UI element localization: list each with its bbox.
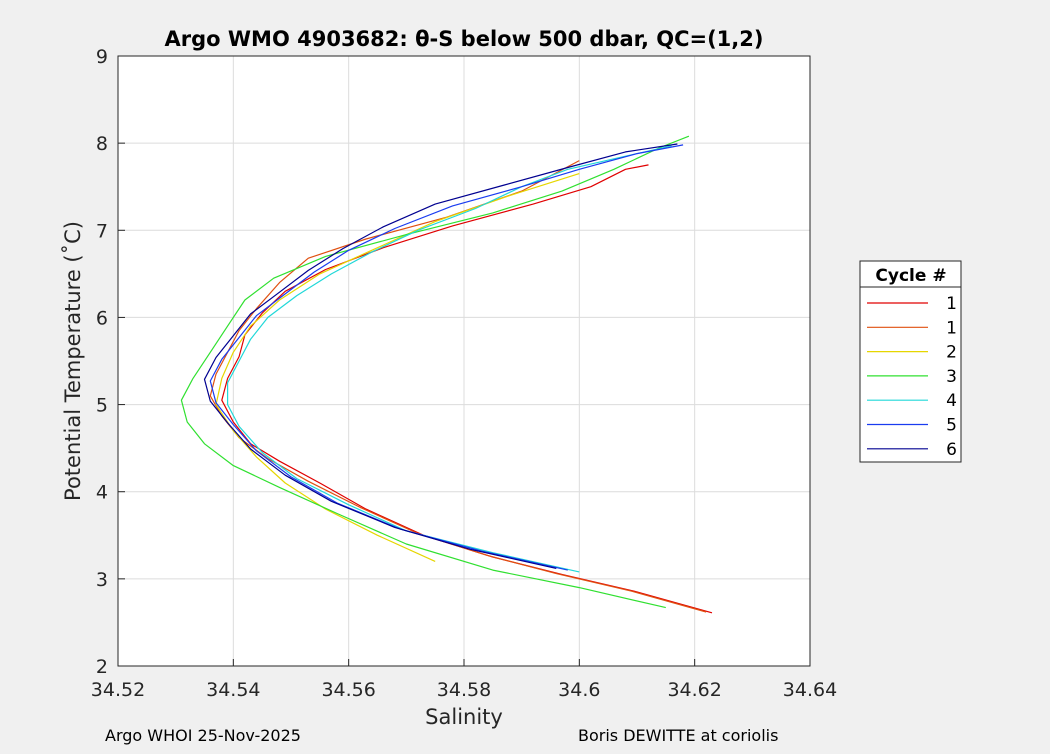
x-axis-label: Salinity [425, 705, 503, 729]
series-line-cycle-3 [180, 135, 690, 609]
x-tick-label: 34.62 [667, 679, 721, 701]
legend-label: 4 [946, 391, 957, 411]
chart-title: Argo WMO 4903682: θ-S below 500 dbar, QC… [165, 27, 764, 51]
x-tick-label: 34.54 [206, 679, 260, 701]
legend-label: 3 [946, 367, 957, 387]
legend: Cycle # 1 1 2 3 4 5 6 [859, 260, 962, 463]
series-line-cycle-4 [227, 145, 672, 573]
y-tick-label: 4 [96, 482, 108, 504]
footer-left: Argo WHOI 25-Nov-2025 [105, 726, 301, 745]
series-line-cycle-6 [203, 143, 678, 569]
legend-label: 2 [946, 343, 957, 363]
legend-label: 1 [946, 294, 957, 314]
legend-title: Cycle # [875, 266, 946, 286]
y-tick-labels: 2 3 4 5 6 7 8 9 [96, 46, 108, 678]
y-tick-label: 7 [96, 220, 108, 242]
x-tick-label: 34.6 [558, 679, 600, 701]
x-tick-label: 34.52 [91, 679, 145, 701]
legend-items: 1 1 2 3 4 5 6 [867, 294, 957, 460]
y-tick-label: 9 [96, 46, 108, 68]
x-tick-label: 34.58 [437, 679, 491, 701]
x-tick-label: 34.64 [783, 679, 837, 701]
x-tick-labels: 34.52 34.54 34.56 34.58 34.6 34.62 34.64 [91, 679, 837, 701]
plot-frame [117, 55, 811, 667]
legend-label: 1 [946, 318, 957, 338]
series-group [180, 135, 713, 614]
y-axis-label: Potential Temperature (˚C) [61, 221, 85, 501]
legend-box [859, 260, 962, 463]
y-tick-label: 2 [96, 656, 108, 678]
y-tick-label: 8 [96, 133, 108, 155]
y-tick-label: 6 [96, 307, 108, 329]
legend-label: 5 [946, 416, 957, 436]
y-tick-label: 5 [96, 395, 108, 417]
x-tick-label: 34.56 [321, 679, 375, 701]
footer-right: Boris DEWITTE at coriolis [578, 726, 778, 745]
series-line-cycle-5 [209, 144, 684, 571]
y-tick-label: 3 [96, 569, 108, 591]
legend-label: 6 [946, 440, 957, 460]
